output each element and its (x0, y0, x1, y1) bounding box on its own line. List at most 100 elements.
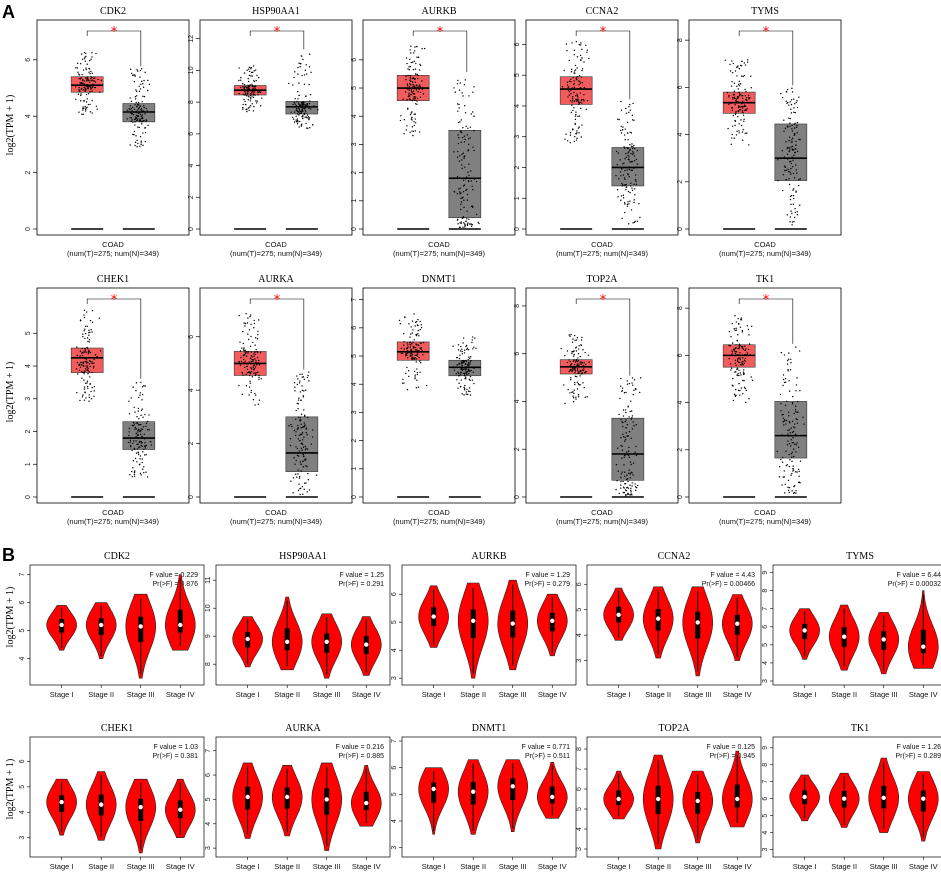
tumor-point (92, 80, 95, 82)
tumor-point (748, 334, 750, 336)
tumor-point (403, 344, 405, 347)
tumor-point (577, 98, 579, 100)
median-dot (245, 636, 250, 642)
normal-point (627, 201, 629, 203)
y-tick-label: 8 (762, 589, 769, 593)
tumor-point (97, 78, 99, 81)
normal-point (795, 490, 797, 492)
normal-point (293, 76, 295, 79)
tumor-point (90, 76, 92, 78)
tumor-point (398, 319, 401, 322)
tumor-point (574, 375, 577, 378)
normal-point (782, 174, 785, 176)
tumor-point (581, 102, 583, 104)
tumor-point (569, 369, 572, 371)
normal-point (137, 443, 139, 445)
tumor-point (732, 96, 734, 99)
tumor-point (570, 71, 573, 73)
normal-point (628, 416, 630, 418)
normal-point (134, 426, 137, 429)
pr-f-value: Pr(>F) = 0.885 (338, 753, 384, 760)
tumor-point (77, 373, 79, 375)
ylabel-b-row1: log2(TPM + 1) (5, 587, 16, 648)
median-dot (802, 794, 807, 800)
tumor-point (245, 312, 247, 315)
tumor-point (740, 319, 743, 321)
normal-point (795, 164, 797, 166)
normal-point (461, 348, 463, 350)
median-dot (431, 786, 436, 792)
normal-point (466, 210, 468, 212)
tumor-point (242, 86, 244, 88)
median-dot (138, 804, 143, 810)
normal-point (135, 95, 138, 97)
tumor-point (747, 59, 749, 61)
normal-point (625, 391, 627, 394)
normal-point (133, 108, 136, 111)
tumor-point (746, 352, 749, 354)
tumor-point (406, 357, 409, 359)
tumor-point (572, 369, 574, 371)
tumor-point (412, 341, 414, 343)
normal-point (147, 89, 149, 92)
normal-point (787, 168, 789, 171)
normal-point (788, 104, 790, 106)
tumor-point (258, 399, 261, 401)
tumor-point (413, 346, 415, 349)
plot-title: TYMS (751, 6, 779, 17)
tumor-point (570, 78, 572, 81)
tumor-point (570, 363, 573, 365)
tumor-point (254, 358, 256, 360)
violin-stage-iii: Stage III (682, 770, 713, 871)
tumor-point (732, 385, 734, 387)
violin-stage-iii: Stage III (868, 757, 900, 871)
normal-point (299, 66, 301, 68)
normal-point (463, 206, 465, 209)
normal-point (473, 129, 475, 132)
plot-frame (688, 287, 842, 504)
tumor-point (575, 78, 578, 80)
tumor-group (70, 51, 104, 230)
normal-point (140, 430, 142, 432)
y-tick-label: 4 (25, 364, 32, 368)
normal-point (470, 180, 473, 182)
normal-point (618, 492, 620, 495)
tumor-point (576, 56, 579, 58)
normal-point (636, 163, 638, 165)
normal-point (456, 364, 459, 366)
tumor-point (406, 62, 408, 65)
tumor-point (238, 314, 240, 317)
tumor-point (244, 85, 246, 88)
normal-point (788, 420, 790, 423)
tumor-point (88, 371, 90, 373)
tumor-point (583, 386, 585, 389)
tumor-point (580, 44, 582, 46)
normal-point (458, 107, 460, 109)
normal-point (629, 161, 631, 163)
tumor-point (585, 108, 587, 110)
tumor-point (89, 111, 92, 113)
normal-point (616, 447, 619, 449)
tumor-point (81, 113, 83, 115)
normal-point (792, 448, 795, 450)
tumor-point (743, 386, 746, 389)
normal-point (785, 169, 787, 172)
y-tick-label: 2 (351, 439, 358, 443)
tumor-point (244, 325, 246, 327)
tumor-point (410, 52, 412, 54)
tumor-point (416, 103, 418, 106)
normal-point (788, 487, 791, 489)
normal-point (791, 145, 794, 148)
normal-point (475, 213, 478, 216)
normal-point (467, 127, 469, 129)
normal-point (138, 396, 140, 399)
tumor-group (396, 45, 430, 230)
tumor-point (257, 91, 260, 93)
normal-point (781, 149, 783, 152)
normal-point (787, 433, 789, 435)
tumor-point (257, 403, 260, 405)
tumor-point (578, 126, 580, 128)
normal-point (794, 471, 797, 473)
normal-point (792, 441, 795, 444)
